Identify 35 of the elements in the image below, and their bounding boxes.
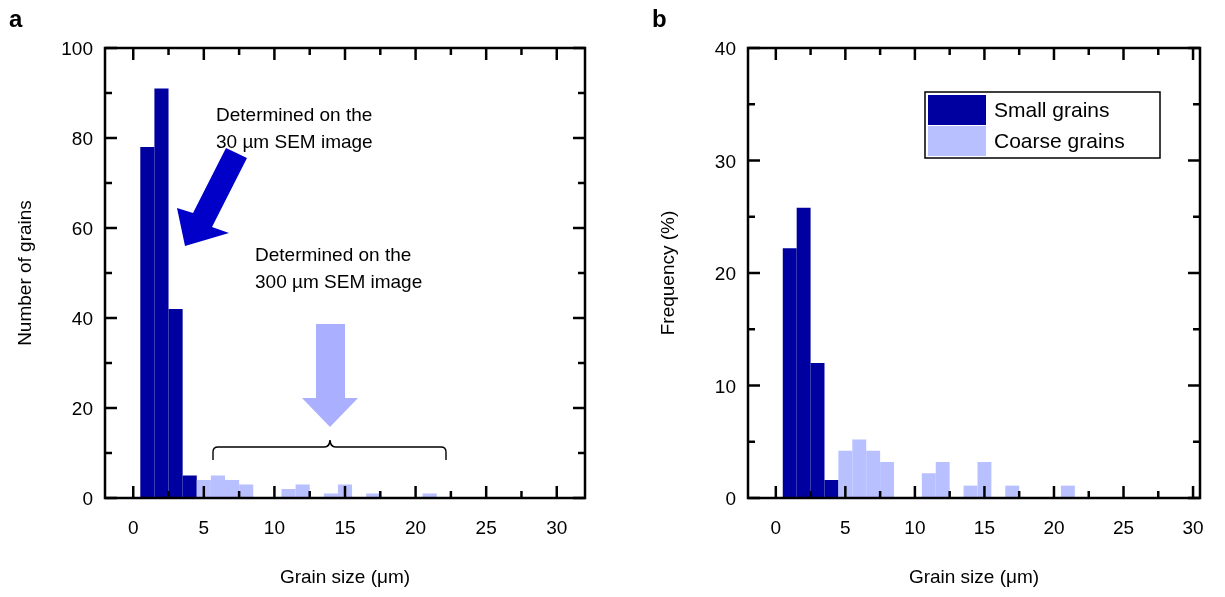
y-tick-label: 20 xyxy=(71,398,93,419)
x-tick-label: 30 xyxy=(546,517,568,538)
y-tick-label: 0 xyxy=(82,488,93,509)
annotation: Determined on the 300 µm SEM image xyxy=(255,244,423,292)
legend-label: Small grains xyxy=(994,98,1110,121)
x-tick-label: 5 xyxy=(198,517,210,538)
x-tick-label: 25 xyxy=(1112,517,1135,538)
chart-title: a xyxy=(9,5,23,32)
annotation: Determined on the 30 µm SEM image xyxy=(216,104,373,152)
y-tick-label: 60 xyxy=(71,218,93,239)
x-tick-label: 20 xyxy=(1043,517,1065,538)
y-tick-label: 80 xyxy=(71,128,93,149)
x-axis-title: Grain size (μm) xyxy=(279,566,411,587)
x-tick-label: 10 xyxy=(263,517,285,538)
y-tick-label: 30 xyxy=(714,150,736,172)
y-tick-label: 40 xyxy=(71,308,93,329)
legend-label: Coarse grains xyxy=(994,129,1125,152)
x-tick-label: 10 xyxy=(904,517,926,538)
x-tick-label: 5 xyxy=(840,517,851,538)
y-tick-label: 40 xyxy=(714,38,736,59)
y-axis-title: Frequency (%) xyxy=(657,210,678,336)
y-tick-label: 20 xyxy=(714,263,736,284)
x-tick-label: 15 xyxy=(334,517,356,538)
y-axis-title: Number of grains xyxy=(14,200,35,346)
x-tick-label: 25 xyxy=(475,517,497,538)
y-tick-label: 0 xyxy=(725,488,736,509)
chart-title: b xyxy=(652,5,667,32)
x-tick-label: 30 xyxy=(1182,517,1204,538)
x-tick-label: 20 xyxy=(405,517,427,538)
y-tick-label: 10 xyxy=(714,375,736,397)
x-tick-label: 0 xyxy=(127,517,139,538)
x-tick-label: 0 xyxy=(770,517,782,538)
y-tick-label: 100 xyxy=(61,38,93,59)
x-tick-label: 15 xyxy=(973,517,995,538)
x-axis-title: Grain size (μm) xyxy=(908,566,1040,587)
